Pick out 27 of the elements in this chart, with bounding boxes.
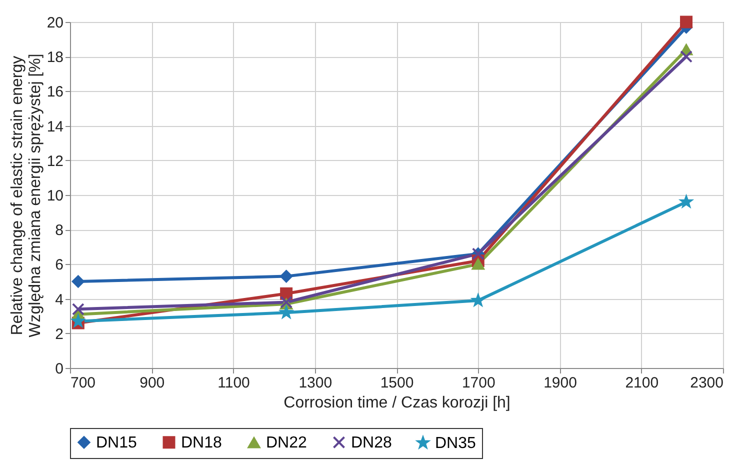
y-tick-label: 12: [46, 152, 64, 170]
y-axis-title: Relative change of elastic strain energy Względna zmiana energii sprężystej [%]: [8, 54, 44, 338]
x-tick-label: 2300: [690, 374, 724, 392]
x-tick-label: 700: [70, 374, 96, 392]
x-tick-label: 1500: [380, 374, 414, 392]
x-tick-label: 1900: [544, 374, 577, 392]
x-tick-label: 2100: [625, 374, 659, 392]
y-tick-label: 18: [46, 49, 64, 66]
y-tick-label: 16: [46, 84, 64, 101]
y-tick-label: 8: [55, 222, 64, 240]
y-tick-label: 20: [46, 14, 64, 32]
x-axis-title: Corrosion time / Czas korozji [h]: [284, 394, 510, 412]
legend-label: DN18: [181, 434, 222, 452]
x-tick-label: 1700: [462, 374, 496, 392]
legend-label: DN22: [266, 434, 308, 452]
y-tick-label: 10: [46, 188, 64, 204]
x-tick-label: 900: [140, 374, 165, 392]
legend-label: DN35: [435, 434, 476, 452]
y-tick-label: 14: [46, 118, 64, 136]
y-tick-label: 2: [55, 326, 64, 343]
x-tick-label: 1100: [218, 374, 250, 392]
y-tick-label: 0: [55, 360, 64, 378]
y-tick-label: 4: [55, 291, 64, 308]
x-tick-label: 1300: [298, 374, 332, 392]
legend-label: DN28: [351, 434, 392, 452]
y-tick-label: 6: [55, 256, 64, 274]
legend-label: DN15: [96, 434, 138, 452]
